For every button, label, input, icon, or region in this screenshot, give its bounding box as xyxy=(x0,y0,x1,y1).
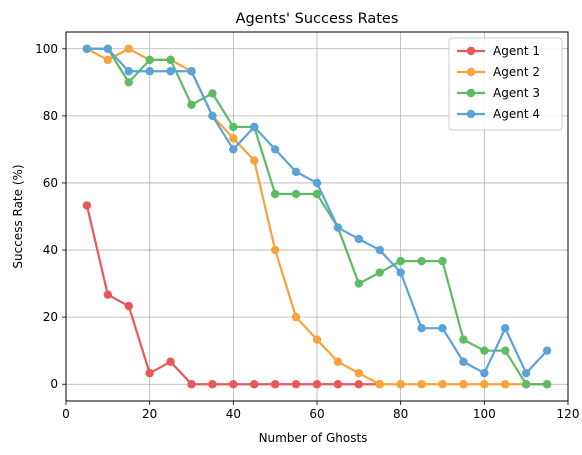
data-point xyxy=(208,112,216,120)
legend-label: Agent 4 xyxy=(493,107,540,121)
x-tick-label: 100 xyxy=(473,407,496,421)
y-axis: 0 20 40 60 80 100 xyxy=(35,42,66,391)
data-point xyxy=(208,89,216,97)
x-tick-label: 80 xyxy=(393,407,408,421)
data-point xyxy=(229,145,237,153)
x-axis: 0 20 40 60 80 100 120 xyxy=(62,401,579,421)
legend-label: Agent 3 xyxy=(493,86,540,100)
legend-marker xyxy=(467,68,475,76)
data-point xyxy=(438,324,446,332)
data-point xyxy=(250,156,258,164)
data-point xyxy=(166,358,174,366)
legend: Agent 1 Agent 2 Agent 3 Agent 4 xyxy=(449,38,562,130)
data-point xyxy=(376,380,384,388)
data-point xyxy=(83,201,91,209)
data-point xyxy=(355,279,363,287)
data-point xyxy=(334,380,342,388)
x-tick-label: 120 xyxy=(557,407,580,421)
data-point xyxy=(271,380,279,388)
data-point xyxy=(543,380,551,388)
data-point xyxy=(271,145,279,153)
x-tick-label: 0 xyxy=(62,407,70,421)
data-point xyxy=(501,380,509,388)
data-point xyxy=(522,380,530,388)
data-point xyxy=(313,380,321,388)
data-point xyxy=(187,380,195,388)
data-point xyxy=(250,380,258,388)
data-point xyxy=(229,134,237,142)
data-point xyxy=(438,380,446,388)
data-point xyxy=(396,257,404,265)
data-point xyxy=(187,101,195,109)
data-point xyxy=(125,78,133,86)
data-point xyxy=(438,257,446,265)
data-point xyxy=(396,380,404,388)
data-point xyxy=(83,45,91,53)
data-point xyxy=(271,190,279,198)
data-point xyxy=(208,380,216,388)
data-point xyxy=(355,380,363,388)
y-tick-label: 80 xyxy=(43,109,58,123)
data-point xyxy=(355,369,363,377)
legend-marker xyxy=(467,47,475,55)
data-point xyxy=(229,380,237,388)
data-point xyxy=(501,324,509,332)
y-tick-label: 60 xyxy=(43,176,58,190)
x-tick-label: 20 xyxy=(142,407,157,421)
data-point xyxy=(480,346,488,354)
data-point xyxy=(145,56,153,64)
y-tick-label: 20 xyxy=(43,310,58,324)
data-point xyxy=(104,290,112,298)
data-point xyxy=(417,324,425,332)
data-point xyxy=(480,380,488,388)
legend-label: Agent 1 xyxy=(493,44,540,58)
data-point xyxy=(125,45,133,53)
data-point xyxy=(459,335,467,343)
legend-label: Agent 2 xyxy=(493,65,540,79)
x-tick-label: 40 xyxy=(226,407,241,421)
data-point xyxy=(292,380,300,388)
data-point xyxy=(543,346,551,354)
data-point xyxy=(187,67,195,75)
data-point xyxy=(417,380,425,388)
data-point xyxy=(145,67,153,75)
data-point xyxy=(292,313,300,321)
y-tick-label: 40 xyxy=(43,243,58,257)
data-point xyxy=(125,67,133,75)
data-point xyxy=(229,123,237,131)
data-point xyxy=(396,268,404,276)
y-axis-label: Success Rate (%) xyxy=(11,164,25,268)
data-point xyxy=(292,190,300,198)
data-point xyxy=(145,369,153,377)
x-tick-label: 60 xyxy=(309,407,324,421)
data-point xyxy=(250,123,258,131)
x-axis-label: Number of Ghosts xyxy=(259,431,368,445)
data-point xyxy=(166,56,174,64)
data-point xyxy=(313,179,321,187)
legend-marker xyxy=(467,89,475,97)
data-point xyxy=(480,369,488,377)
data-point xyxy=(104,45,112,53)
data-point xyxy=(355,235,363,243)
data-point xyxy=(104,56,112,64)
legend-marker xyxy=(467,110,475,118)
data-point xyxy=(376,246,384,254)
data-point xyxy=(166,67,174,75)
data-point xyxy=(292,168,300,176)
data-point xyxy=(313,335,321,343)
data-point xyxy=(271,246,279,254)
data-point xyxy=(417,257,425,265)
data-point xyxy=(459,380,467,388)
data-point xyxy=(501,346,509,354)
data-point xyxy=(125,302,133,310)
chart-title: Agents' Success Rates xyxy=(236,11,399,27)
y-tick-label: 0 xyxy=(50,377,58,391)
data-point xyxy=(376,268,384,276)
data-point xyxy=(459,358,467,366)
y-tick-label: 100 xyxy=(35,42,58,56)
data-point xyxy=(334,358,342,366)
data-point xyxy=(522,369,530,377)
data-point xyxy=(334,223,342,231)
